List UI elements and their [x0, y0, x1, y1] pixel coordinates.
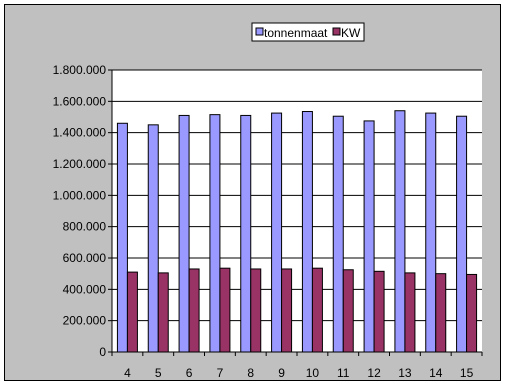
legend-swatch-tonnenmaat [255, 27, 264, 36]
x-tick-label: 15 [460, 366, 474, 380]
axes: 0 200.000 400.000 600.000 800.000 1.000.000 1.… [53, 63, 483, 380]
bar-kw-13 [404, 272, 416, 353]
x-tick-label: 8 [247, 366, 254, 380]
gridlines [112, 69, 482, 322]
y-tick-label: 1.000.000 [53, 188, 107, 202]
y-tick-label: 200.000 [63, 314, 107, 328]
bar-kw-9 [281, 268, 293, 353]
bar-tonnenmaat-9 [271, 112, 283, 353]
y-tick-label: 1.400.000 [53, 126, 107, 140]
bar-kw-5 [157, 272, 169, 353]
bar-kw-11 [342, 269, 354, 353]
bar-tonnenmaat-5 [147, 124, 159, 353]
bar-kw-7 [219, 267, 231, 353]
bar-tonnenmaat-12 [363, 120, 375, 353]
x-tick-label: 4 [124, 366, 131, 380]
bar-kw-10 [311, 267, 323, 353]
bar-kw-12 [373, 270, 385, 353]
bar-tonnenmaat-6 [178, 114, 190, 353]
legend: tonnenmaat KW [251, 22, 365, 42]
legend-label-kw: KW [341, 26, 361, 40]
y-tick-label: 1.800.000 [53, 63, 107, 77]
bar-tonnenmaat-7 [209, 114, 221, 353]
y-tick-label: 1.200.000 [53, 157, 107, 171]
x-tick-label: 9 [278, 366, 285, 380]
y-tick-label: 0 [99, 345, 106, 359]
x-tick-label: 7 [217, 366, 224, 380]
y-tick-label: 800.000 [63, 220, 107, 234]
legend-swatch-kw [332, 27, 341, 36]
bar-tonnenmaat-4 [116, 122, 128, 353]
bar-tonnenmaat-15 [456, 115, 468, 353]
x-tick-label: 13 [398, 366, 412, 380]
y-tick-label: 600.000 [63, 251, 107, 265]
y-tick-label: 1.600.000 [53, 94, 107, 108]
bar-tonnenmaat-11 [332, 115, 344, 353]
bar-kw-14 [435, 273, 447, 353]
x-tick-label: 10 [306, 366, 320, 380]
bar-kw-4 [126, 271, 138, 353]
x-tick-label: 6 [186, 366, 193, 380]
bar-kw-6 [188, 268, 200, 353]
x-tick-label: 11 [337, 366, 350, 380]
bar-tonnenmaat-10 [301, 111, 313, 353]
x-tick-label: 14 [429, 366, 443, 380]
legend-label-tonnenmaat: tonnenmaat [264, 26, 328, 40]
bar-kw-8 [250, 268, 262, 353]
bar-kw-15 [466, 273, 478, 353]
x-tick-label: 5 [155, 366, 162, 380]
bar-tonnenmaat-14 [425, 112, 437, 353]
x-tick-label: 12 [367, 366, 381, 380]
bar-tonnenmaat-13 [394, 110, 406, 353]
y-tick-label: 400.000 [63, 282, 107, 296]
plot-area [112, 70, 482, 352]
bar-tonnenmaat-8 [240, 114, 252, 353]
